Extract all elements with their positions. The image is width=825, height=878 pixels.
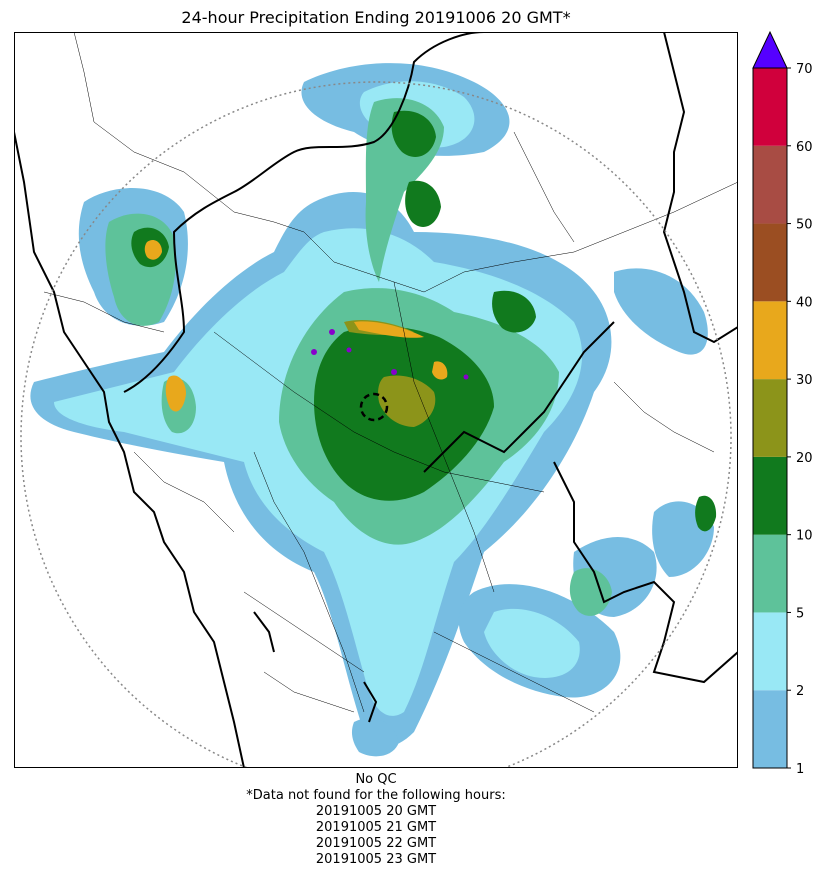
colorbar-tick-label: 50 <box>796 218 813 233</box>
colorbar: 1 2 5 10 20 30 40 50 60 70 <box>752 30 813 777</box>
missing-hour: 20191005 23 GMT <box>315 852 437 867</box>
colorbar-tick-label: 30 <box>796 373 813 388</box>
state-boundaries <box>43 32 738 713</box>
colorbar-segment <box>753 612 787 691</box>
colorbar-tick-label: 70 <box>796 62 813 77</box>
colorbar-tick-label: 10 <box>796 529 813 544</box>
colorbar-segment <box>753 223 787 302</box>
colorbar-tick-label: 60 <box>796 140 813 155</box>
colorbar-tick-label: 20 <box>796 451 813 466</box>
colorbar-tick-label: 1 <box>796 762 804 777</box>
colorbar-tick-label: 2 <box>796 684 804 699</box>
missing-hour: 20191005 22 GMT <box>315 836 437 851</box>
colorbar-segment <box>753 690 787 768</box>
colorbar-tick-label: 40 <box>796 295 813 310</box>
colorbar-extend-arrow <box>752 30 788 69</box>
colorbar-segment <box>753 301 787 380</box>
colorbar-segment <box>753 456 787 535</box>
colorbar-segment <box>753 68 787 146</box>
country-boundaries <box>14 32 738 768</box>
colorbar-tick-label: 5 <box>796 606 804 621</box>
colorbar-segment <box>753 145 787 224</box>
colorbar-segment <box>753 534 787 613</box>
radar-site-marker <box>359 392 389 422</box>
radar-range-ring <box>20 81 732 768</box>
precip-layer-purple <box>311 329 469 380</box>
missing-hour: 20191005 21 GMT <box>315 820 437 835</box>
precip-layer-orange <box>144 240 448 412</box>
missing-data-note: *Data not found for the following hours: <box>246 788 506 803</box>
precipitation-map <box>14 32 738 768</box>
qc-note: No QC <box>355 772 397 787</box>
footer-notes: No QC *Data not found for the following … <box>0 772 752 868</box>
missing-hour: 20191005 20 GMT <box>315 804 437 819</box>
map-title: 24-hour Precipitation Ending 20191006 20… <box>181 8 571 27</box>
colorbar-frame <box>752 67 788 769</box>
colorbar-segment <box>753 379 787 457</box>
